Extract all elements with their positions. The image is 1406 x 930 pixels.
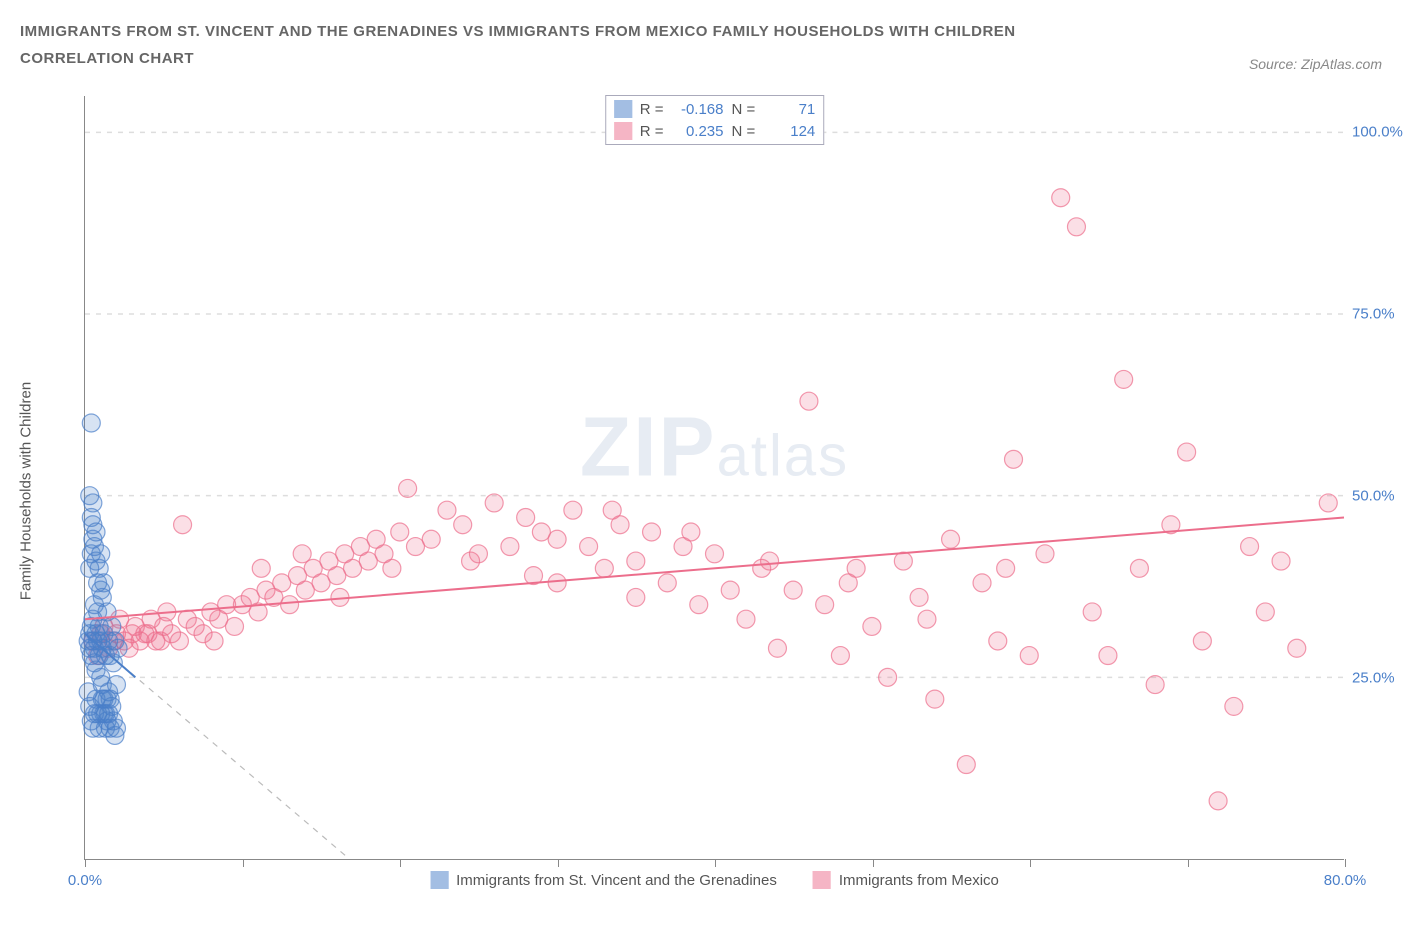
chart-title-line2: CORRELATION CHART (20, 45, 1386, 72)
chart-container: Family Households with Children ZIPatlas… (50, 96, 1390, 886)
n-value-svg: 71 (763, 101, 815, 118)
legend-label-mex: Immigrants from Mexico (839, 872, 999, 889)
r-value-mex: 0.235 (672, 123, 724, 140)
correlation-stats-box: R = -0.168 N = 71 R = 0.235 N = 124 (605, 95, 825, 145)
swatch-svg-icon (614, 100, 632, 118)
x-tick (873, 859, 874, 867)
y-tick-label: 100.0% (1352, 124, 1406, 141)
source-value: ZipAtlas.com (1301, 56, 1382, 72)
x-tick (715, 859, 716, 867)
y-axis-label: Family Households with Children (18, 382, 35, 600)
x-tick-label: 80.0% (1324, 872, 1367, 889)
scatter-svg (85, 96, 1344, 859)
swatch-mex-icon (614, 122, 632, 140)
r-value-svg: -0.168 (672, 101, 724, 118)
y-tick-label: 75.0% (1352, 306, 1406, 323)
x-tick (1030, 859, 1031, 867)
x-tick (85, 859, 86, 867)
legend-swatch-mex-icon (813, 871, 831, 889)
y-tick-label: 50.0% (1352, 488, 1406, 505)
legend-swatch-svg-icon (430, 871, 448, 889)
r-label-2: R = (640, 123, 664, 140)
x-tick (558, 859, 559, 867)
stats-row-svg: R = -0.168 N = 71 (614, 98, 816, 120)
x-tick (1188, 859, 1189, 867)
stats-row-mex: R = 0.235 N = 124 (614, 120, 816, 142)
legend: Immigrants from St. Vincent and the Gren… (430, 871, 999, 889)
x-tick (400, 859, 401, 867)
legend-item-svg: Immigrants from St. Vincent and the Gren… (430, 871, 777, 889)
n-value-mex: 124 (763, 123, 815, 140)
y-tick-label: 25.0% (1352, 670, 1406, 687)
plot-area: ZIPatlas R = -0.168 N = 71 R = 0.235 N = (84, 96, 1344, 860)
r-label: R = (640, 101, 664, 118)
chart-title-line1: IMMIGRANTS FROM ST. VINCENT AND THE GREN… (20, 18, 1386, 45)
legend-item-mex: Immigrants from Mexico (813, 871, 999, 889)
legend-label-svg: Immigrants from St. Vincent and the Gren… (456, 872, 777, 889)
chart-title-block: IMMIGRANTS FROM ST. VINCENT AND THE GREN… (0, 0, 1406, 80)
x-tick (1345, 859, 1346, 867)
source-label: Source: (1249, 56, 1297, 72)
x-tick-label: 0.0% (68, 872, 102, 889)
source-attribution: Source: ZipAtlas.com (1249, 56, 1382, 72)
n-label-2: N = (732, 123, 756, 140)
n-label: N = (732, 101, 756, 118)
x-tick (243, 859, 244, 867)
